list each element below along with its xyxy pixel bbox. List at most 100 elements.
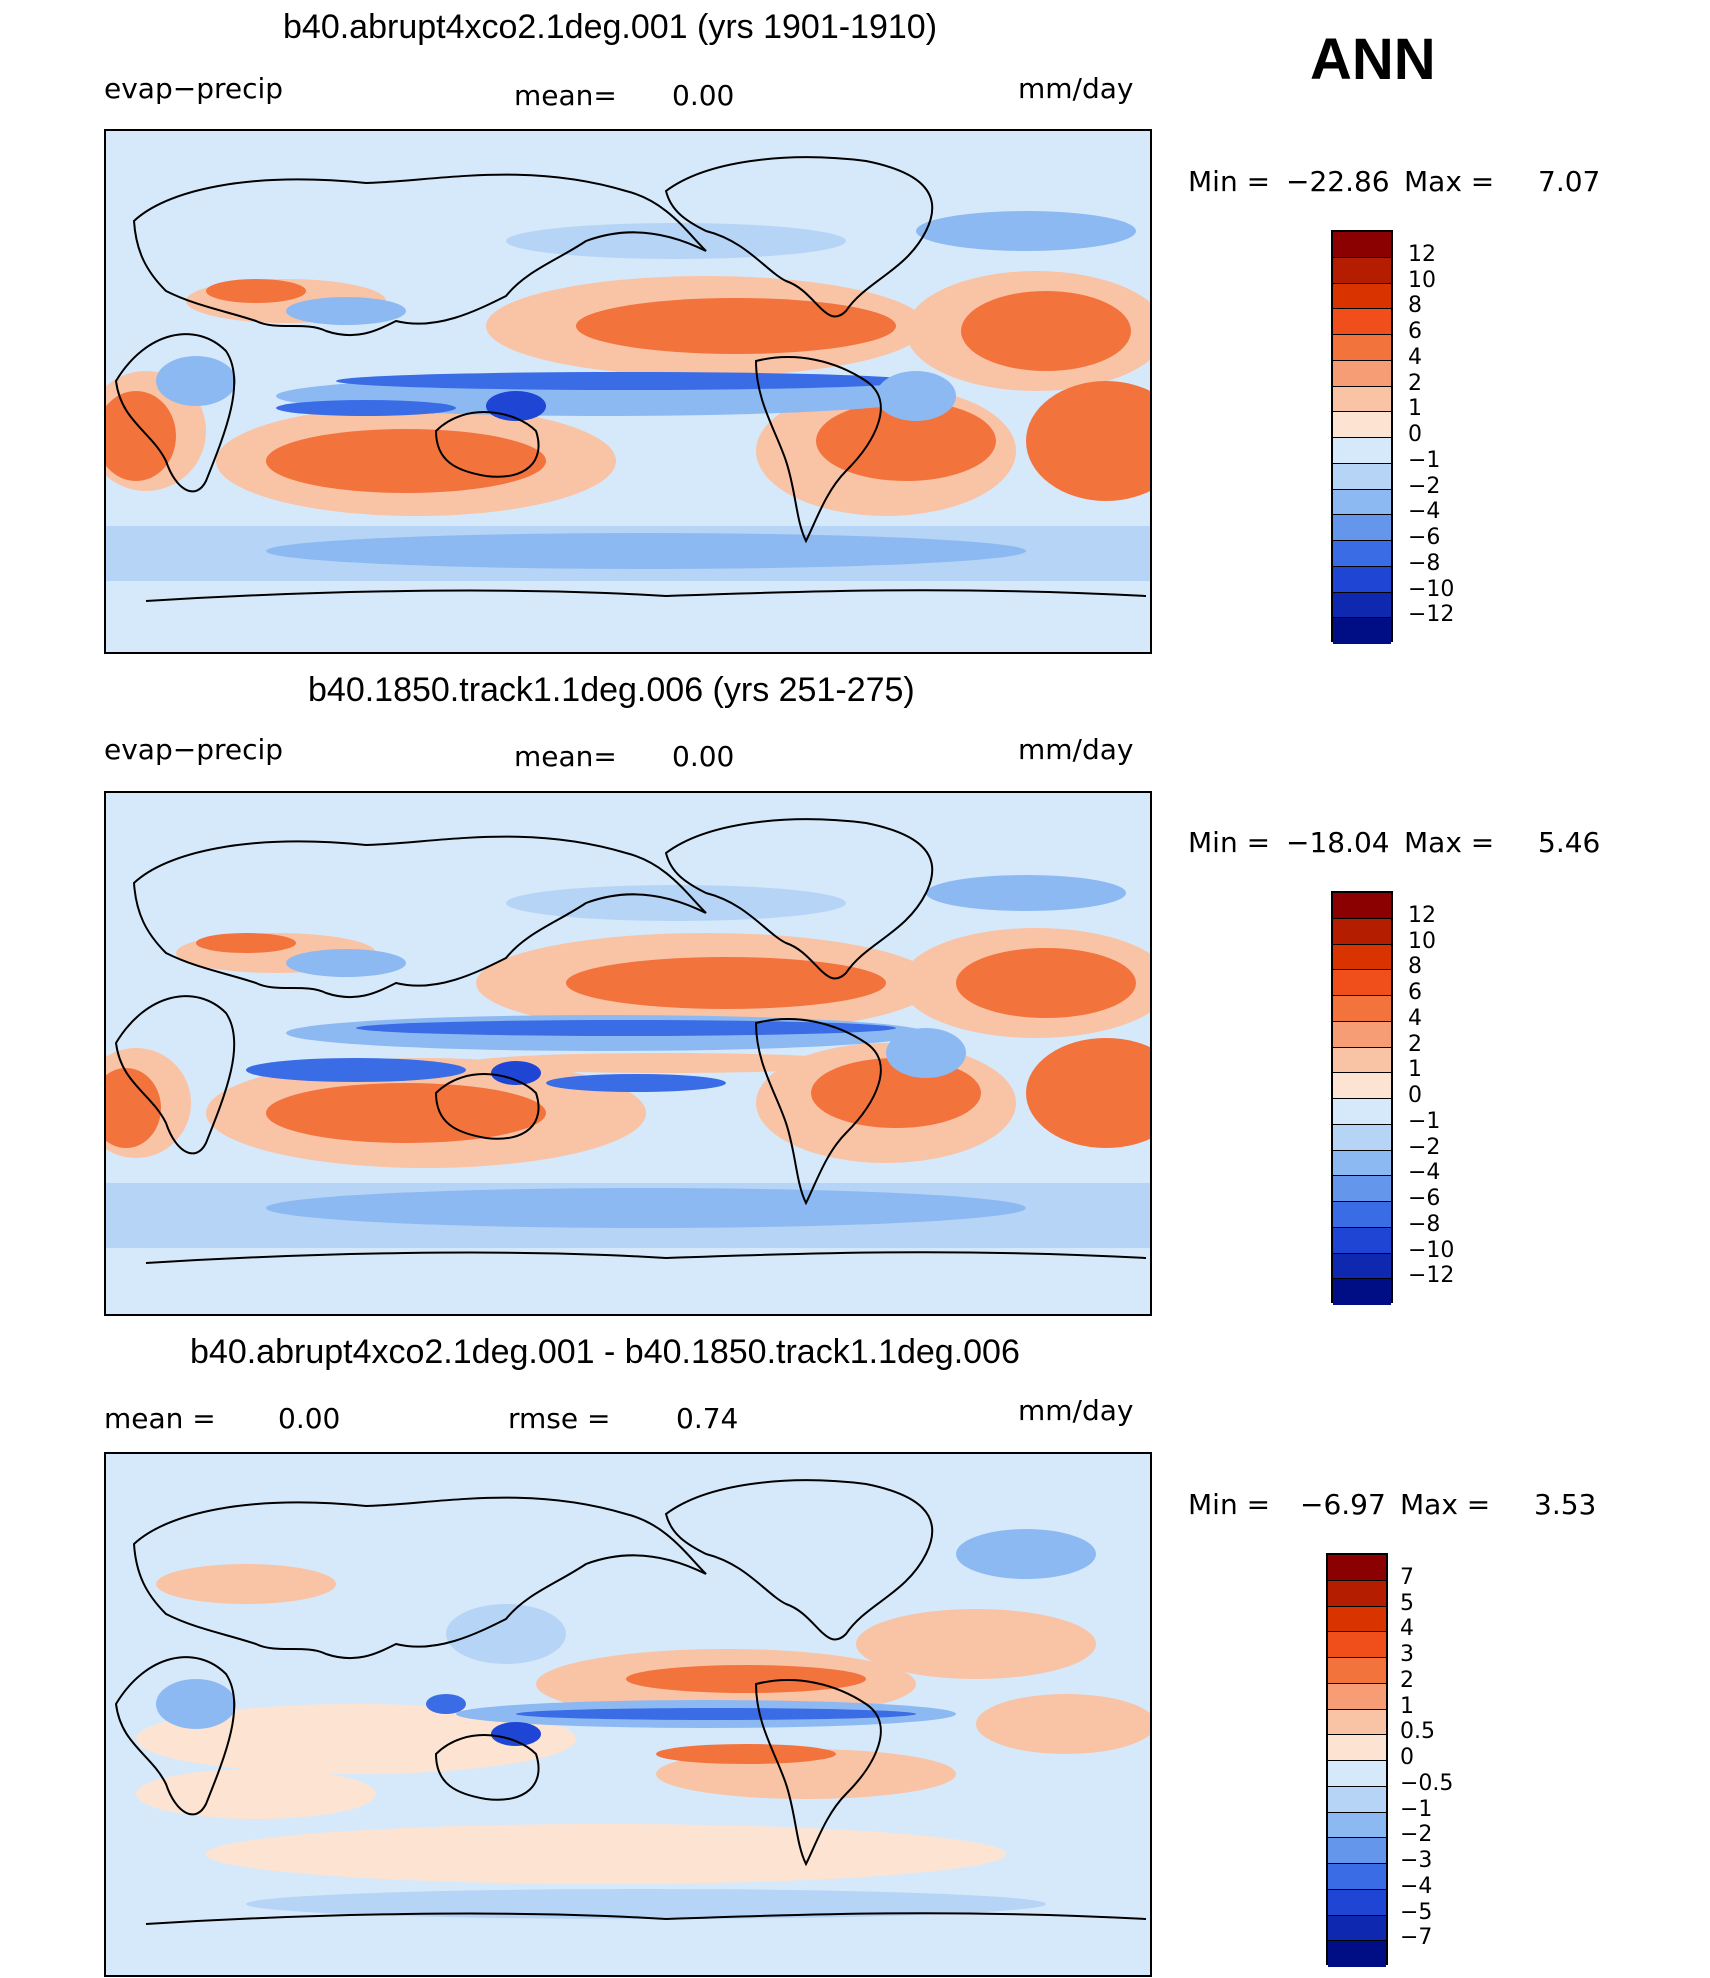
colorbar-tick-label: 0	[1400, 1745, 1414, 1770]
panel-2-mean-value: 0.00	[672, 740, 735, 773]
panel-2-coastlines	[114, 818, 1147, 1264]
panel-1-max-value: 7.07	[1538, 165, 1601, 198]
colorbar-segment	[1328, 1941, 1386, 1967]
colorbar-segment	[1328, 1761, 1386, 1787]
colorbar-tick-label: −0.5	[1400, 1770, 1454, 1796]
colorbar-segment	[1333, 232, 1391, 258]
panel-2-map	[104, 791, 1152, 1316]
colorbar-segment	[1333, 592, 1391, 619]
colorbar-tick-label: 12	[1408, 241, 1436, 267]
colorbar-tick-label: −10	[1408, 576, 1455, 602]
colorbar-segment	[1333, 335, 1391, 361]
colorbar-tick-label: 0	[1408, 1083, 1422, 1108]
colorbar-tick-label: 0.5	[1400, 1719, 1435, 1745]
panel-3-rmse-value: 0.74	[676, 1402, 739, 1435]
colorbar-tick-label: 0	[1408, 422, 1422, 447]
colorbar-segment	[1328, 1786, 1386, 1813]
colorbar-segment	[1333, 309, 1391, 335]
colorbar-tick-label: −6	[1408, 525, 1441, 550]
panel-3-map-svg	[114, 1479, 1150, 1925]
colorbar-tick-label: 3	[1400, 1642, 1414, 1667]
colorbar-tick-label: −4	[1400, 1873, 1433, 1899]
colorbar-segment	[1333, 541, 1391, 567]
colorbar-tick-label: −12	[1408, 602, 1455, 628]
colorbar-tick-label: −8	[1408, 550, 1441, 576]
colorbar-segment	[1333, 1021, 1391, 1048]
panel-2-min-value: −18.04	[1286, 826, 1390, 859]
colorbar-segment	[1328, 1658, 1386, 1684]
colorbar-tick-label: −3	[1400, 1848, 1433, 1873]
colorbar-segment	[1328, 1915, 1386, 1942]
colorbar-tick-label: 7	[1400, 1564, 1414, 1590]
panel-2-max-label: Max =	[1404, 826, 1495, 859]
colorbar-segment	[1333, 996, 1391, 1022]
panel-1-positive-anomalies	[106, 271, 1150, 516]
panel-1-negative-anomalies	[106, 211, 1150, 581]
colorbar-segment	[1333, 257, 1391, 284]
panel-1-mean-label: mean=	[514, 79, 617, 112]
colorbar-tick-label: −1	[1408, 447, 1441, 473]
colorbar-segment	[1333, 1073, 1391, 1099]
colorbar-tick-label: 12	[1408, 902, 1436, 928]
colorbar-segment	[1333, 360, 1391, 387]
colorbar-segment	[1328, 1606, 1386, 1633]
colorbar-segment	[1328, 1735, 1386, 1761]
panel-1-min-value: −22.86	[1286, 165, 1390, 198]
colorbar-segment	[1328, 1709, 1386, 1736]
panel-1-units: mm/day	[1018, 72, 1134, 105]
colorbar-tick-label: −8	[1408, 1211, 1441, 1237]
colorbar-tick-label: 6	[1408, 319, 1422, 344]
colorbar-segment	[1333, 1124, 1391, 1151]
colorbar-tick-label: −5	[1400, 1899, 1433, 1925]
colorbar-tick-label: 2	[1408, 1031, 1422, 1057]
panel-2-title: b40.1850.track1.1deg.006 (yrs 251-275)	[308, 671, 915, 709]
colorbar-segment	[1333, 1279, 1391, 1305]
colorbar-tick-label: −2	[1400, 1822, 1433, 1848]
colorbar-tick-label: 8	[1408, 293, 1422, 319]
colorbar-tick-label: 10	[1408, 267, 1436, 293]
panel-1-max-label: Max =	[1404, 165, 1495, 198]
season-label: ANN	[1310, 27, 1436, 92]
colorbar-tick-label: −10	[1408, 1237, 1455, 1263]
panel-3-colorbar	[1326, 1553, 1388, 1967]
panel-1-mean-value: 0.00	[672, 79, 735, 112]
colorbar-tick-label: 2	[1408, 370, 1422, 396]
colorbar-segment	[1328, 1555, 1386, 1581]
colorbar-segment	[1328, 1864, 1386, 1890]
colorbar-segment	[1333, 893, 1391, 919]
colorbar-tick-label: 1	[1408, 396, 1422, 422]
colorbar-segment	[1333, 412, 1391, 438]
colorbar-segment	[1333, 970, 1391, 996]
colorbar-tick-label: −12	[1408, 1263, 1455, 1289]
colorbar-tick-label: −2	[1408, 473, 1441, 499]
colorbar-segment	[1333, 566, 1391, 593]
colorbar-tick-label: −6	[1408, 1186, 1441, 1211]
panel-3-min-value: −6.97	[1300, 1488, 1386, 1521]
colorbar-tick-label: 1	[1400, 1693, 1414, 1719]
colorbar-tick-label: 6	[1408, 980, 1422, 1005]
colorbar-tick-label: 10	[1408, 928, 1436, 954]
colorbar-segment	[1333, 618, 1391, 644]
panel-3-map	[104, 1452, 1152, 1977]
panel-2-max-value: 5.46	[1538, 826, 1601, 859]
colorbar-tick-label: 4	[1400, 1616, 1414, 1642]
colorbar-segment	[1333, 515, 1391, 541]
colorbar-segment	[1328, 1838, 1386, 1864]
colorbar-segment	[1333, 1176, 1391, 1202]
panel-3-units: mm/day	[1018, 1394, 1134, 1427]
panel-3-mean-value: 0.00	[278, 1402, 341, 1435]
colorbar-segment	[1333, 463, 1391, 490]
colorbar-segment	[1333, 1202, 1391, 1228]
colorbar-segment	[1328, 1683, 1386, 1710]
colorbar-tick-label: −2	[1408, 1134, 1441, 1160]
panel-3-title: b40.abrupt4xco2.1deg.001 - b40.1850.trac…	[190, 1333, 1020, 1371]
panel-3-coastlines	[114, 1479, 1147, 1925]
colorbar-tick-label: −4	[1408, 499, 1441, 525]
colorbar-tick-label: 5	[1400, 1590, 1414, 1616]
panel-3-max-label: Max =	[1400, 1488, 1491, 1521]
panel-1-min-label: Min =	[1188, 165, 1271, 198]
panel-2-variable-label: evap−precip	[104, 733, 284, 766]
panel-2-colorbar	[1331, 891, 1393, 1305]
panel-3-min-label: Min =	[1188, 1488, 1271, 1521]
panel-2-mean-label: mean=	[514, 740, 617, 773]
